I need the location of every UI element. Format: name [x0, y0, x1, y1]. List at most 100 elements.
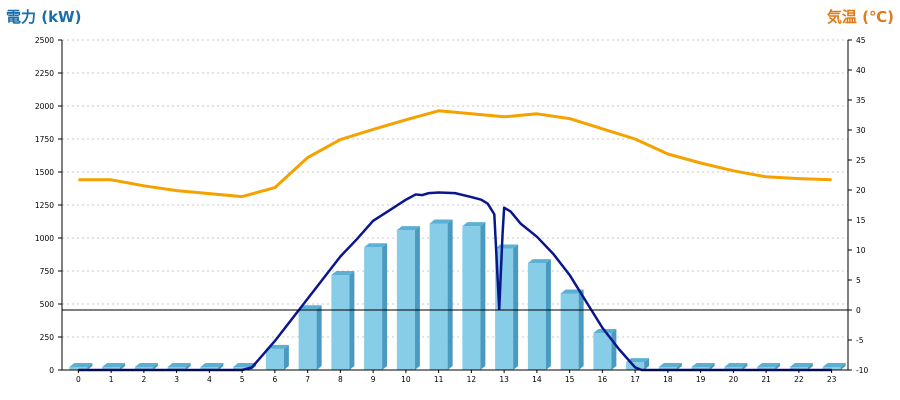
right-tick-label: 5: [856, 276, 861, 285]
power-bar: [364, 243, 388, 370]
bar-face: [233, 367, 252, 370]
bar-face: [724, 367, 743, 370]
x-tick-label: 18: [663, 375, 673, 384]
series-lines: [78, 109, 832, 372]
bar-side: [447, 219, 453, 370]
bar-top: [298, 305, 322, 310]
bar-face: [200, 367, 219, 370]
bar-side: [545, 259, 551, 370]
x-tick-label: 8: [338, 375, 343, 384]
left-tick-label: 1750: [35, 135, 54, 144]
power-bar: [822, 363, 846, 370]
bar-top: [233, 363, 257, 367]
left-tick-label: 1000: [35, 234, 54, 243]
bar-top: [134, 363, 158, 367]
power-bar: [298, 305, 322, 370]
bar-side: [87, 363, 93, 370]
power-bar: [527, 259, 551, 370]
x-tick-label: 2: [141, 375, 146, 384]
bar-face: [102, 367, 121, 370]
bar-top: [757, 363, 781, 367]
bar-face: [560, 293, 579, 370]
left-tick-label: 250: [40, 333, 55, 342]
power-bar: [560, 289, 584, 370]
x-tick-label: 16: [598, 375, 608, 384]
bar-side: [382, 243, 388, 370]
bar-top: [102, 363, 126, 367]
x-tick-label: 5: [240, 375, 245, 384]
bar-top: [789, 363, 813, 367]
bar-face: [265, 348, 284, 370]
power-bar: [658, 363, 682, 370]
power-line: [78, 191, 832, 372]
x-tick-label: 22: [794, 375, 804, 384]
right-tick-label: 30: [856, 126, 866, 135]
left-tick-label: 500: [40, 300, 55, 309]
bar-side: [152, 363, 158, 370]
bar-side: [283, 344, 289, 370]
power-bar: [593, 329, 617, 370]
bar-face: [789, 367, 808, 370]
bar-face: [757, 367, 776, 370]
bar-top: [527, 259, 551, 264]
power-bars: [69, 219, 846, 370]
x-tick-label: 20: [729, 375, 739, 384]
left-tick-label: 0: [49, 366, 54, 375]
power-bar: [167, 363, 191, 370]
bar-face: [167, 367, 186, 370]
right-tick-label: 40: [856, 66, 866, 75]
power-bar: [331, 270, 355, 370]
bar-side: [185, 363, 191, 370]
bar-face: [134, 367, 153, 370]
bar-face: [69, 367, 88, 370]
bar-top: [396, 226, 420, 231]
bar-face: [593, 333, 612, 370]
bar-face: [527, 263, 546, 370]
bar-side: [807, 363, 813, 370]
right-tick-label: 25: [856, 156, 866, 165]
left-tick-label: 2500: [35, 36, 54, 45]
power-bar: [200, 363, 224, 370]
bar-face: [298, 309, 317, 370]
bar-side: [120, 363, 126, 370]
bar-side: [644, 358, 650, 370]
bar-top: [167, 363, 191, 367]
bar-side: [709, 363, 715, 370]
power-bar: [102, 363, 126, 370]
bar-face: [822, 367, 841, 370]
bar-face: [429, 223, 448, 370]
bar-top: [429, 219, 453, 224]
axes: [58, 39, 852, 373]
x-tick-label: 1: [109, 375, 114, 384]
right-tick-label: -5: [856, 336, 864, 345]
power-bar: [462, 222, 486, 370]
bar-side: [742, 363, 748, 370]
left-tick-label: 750: [40, 267, 55, 276]
bar-face: [658, 367, 677, 370]
x-tick-label: 14: [532, 375, 542, 384]
x-tick-label: 10: [401, 375, 411, 384]
x-tick-label: 23: [827, 375, 837, 384]
power-bar: [134, 363, 158, 370]
power-bar: [789, 363, 813, 370]
bar-top: [200, 363, 224, 367]
bar-side: [775, 363, 781, 370]
bar-top: [69, 363, 93, 367]
left-tick-label: 2250: [35, 69, 54, 78]
left-tick-label: 1250: [35, 201, 54, 210]
x-tick-label: 11: [434, 375, 444, 384]
bar-side: [218, 363, 224, 370]
bar-top: [822, 363, 846, 367]
x-tick-label: 13: [499, 375, 509, 384]
right-tick-label: 20: [856, 186, 866, 195]
x-tick-label: 9: [371, 375, 376, 384]
right-tick-label: 0: [856, 306, 861, 315]
right-tick-label: -10: [856, 366, 868, 375]
x-tick-label: 21: [761, 375, 771, 384]
bar-top: [691, 363, 715, 367]
bar-top: [462, 222, 486, 227]
left-tick-label: 1500: [35, 168, 54, 177]
bar-top: [364, 243, 388, 248]
power-bar: [396, 226, 420, 370]
